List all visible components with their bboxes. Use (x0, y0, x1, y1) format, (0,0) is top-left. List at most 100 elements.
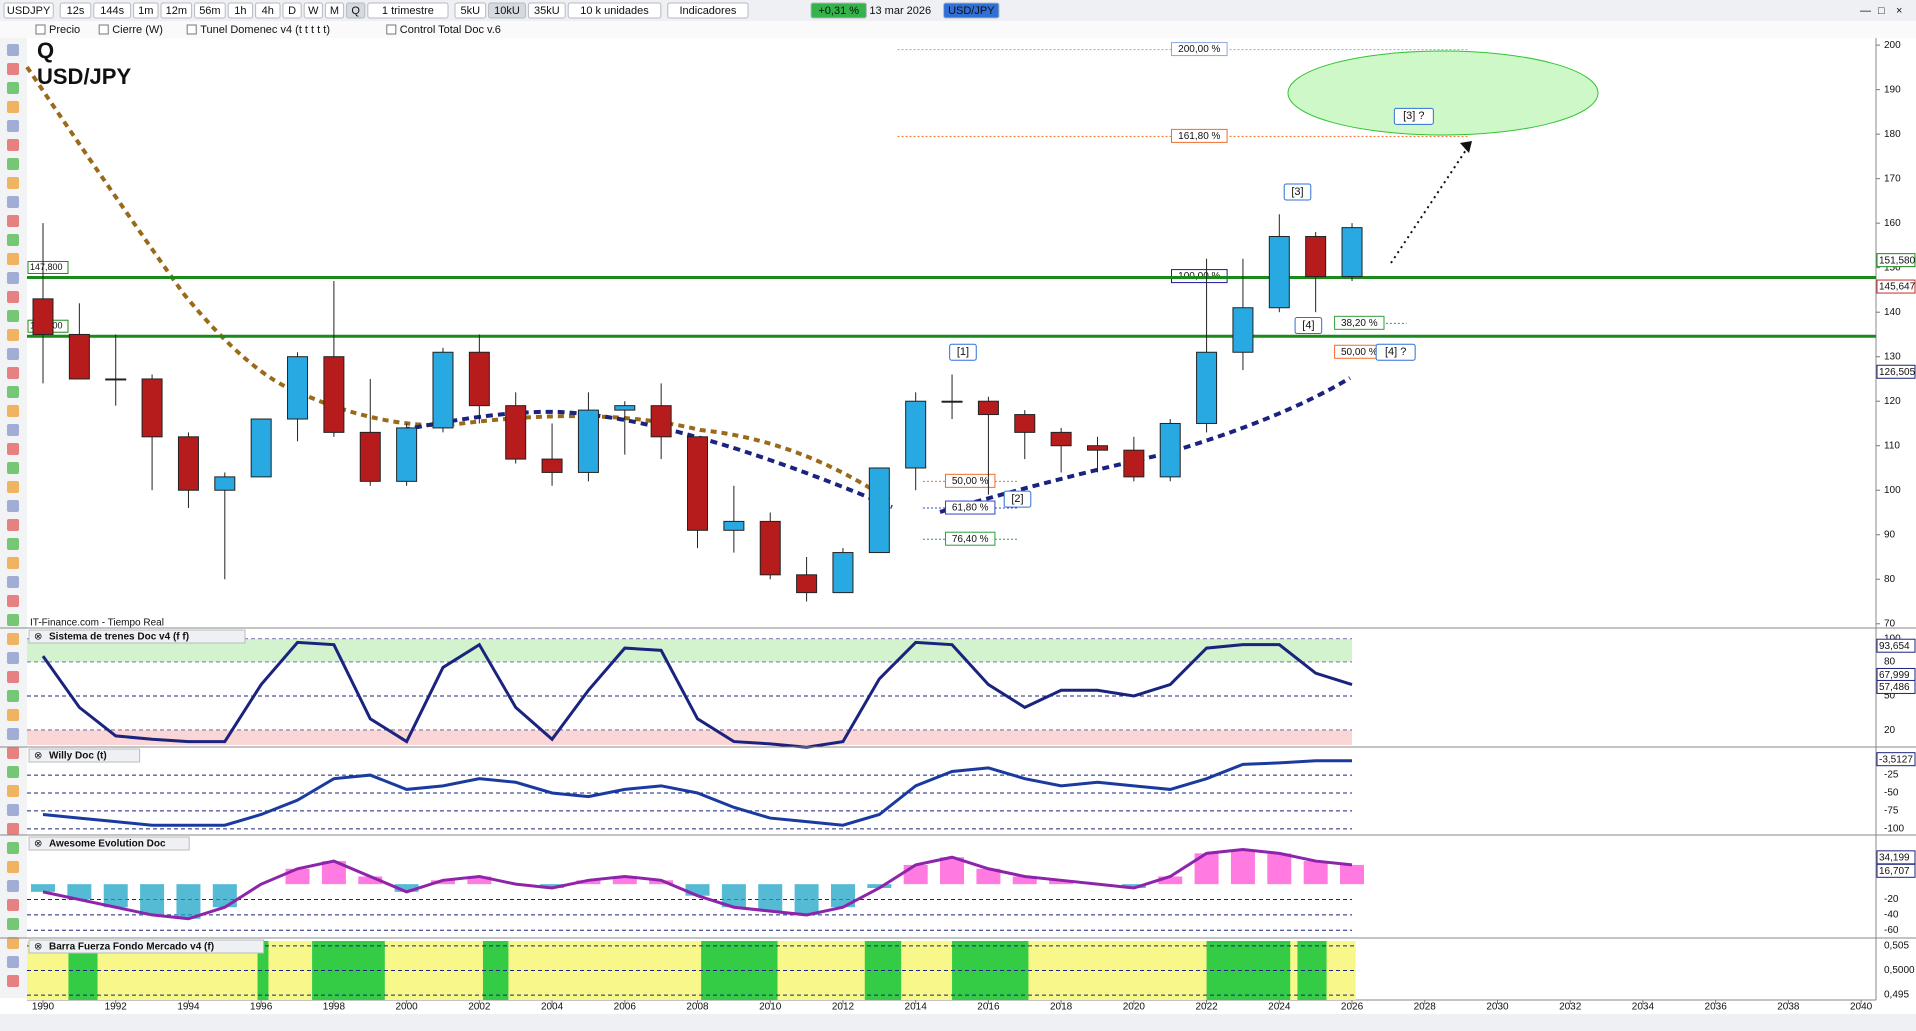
toolbar-button-label[interactable]: 10kU (494, 5, 520, 17)
legend-entry[interactable]: Control Total Doc v.6 (400, 24, 501, 36)
tool-icon[interactable] (7, 405, 19, 417)
tool-icon[interactable] (7, 804, 19, 816)
toolbar-button[interactable] (282, 2, 302, 19)
toolbar-button[interactable] (324, 2, 345, 19)
toolbar-button[interactable] (454, 2, 487, 19)
tool-icon[interactable] (7, 937, 19, 949)
tool-icon[interactable] (7, 747, 19, 759)
tool-icon[interactable] (7, 63, 19, 75)
toolbar-button-label[interactable]: 56m (199, 5, 220, 17)
tool-icon[interactable] (7, 386, 19, 398)
tool-icon[interactable] (7, 177, 19, 189)
legend-checkbox[interactable] (98, 24, 109, 35)
toolbar-button-label[interactable]: 5kU (461, 5, 481, 17)
toolbar-button[interactable] (255, 2, 281, 19)
tool-icon[interactable] (7, 842, 19, 854)
tool-icon[interactable] (7, 538, 19, 550)
tool-icon[interactable] (7, 196, 19, 208)
tool-icon[interactable] (7, 785, 19, 797)
tool-icon[interactable] (7, 880, 19, 892)
toolbar-button[interactable] (367, 2, 449, 19)
tool-icon[interactable] (7, 899, 19, 911)
toolbar-button-label[interactable]: 12m (166, 5, 187, 17)
window-control[interactable]: □ (1878, 5, 1885, 17)
tool-icon[interactable] (7, 500, 19, 512)
tool-icon[interactable] (7, 139, 19, 151)
legend-checkbox[interactable] (386, 24, 397, 35)
legend-checkbox[interactable] (186, 24, 197, 35)
toolbar-button[interactable] (93, 2, 132, 19)
toolbar-button[interactable] (227, 2, 254, 19)
tool-icon[interactable] (7, 519, 19, 531)
toolbar-button-label[interactable]: 35kU (534, 5, 560, 17)
toolbar-button-label[interactable]: 1h (234, 5, 246, 17)
tool-icon[interactable] (7, 215, 19, 227)
tool-icon[interactable] (7, 918, 19, 930)
legend-checkbox[interactable] (35, 24, 46, 35)
toolbar-button[interactable] (667, 2, 749, 19)
toolbar-button-label[interactable]: 10 k unidades (580, 5, 649, 17)
tool-icon[interactable] (7, 576, 19, 588)
tool-icon[interactable] (7, 823, 19, 835)
tool-icon[interactable] (7, 462, 19, 474)
legend-entry[interactable]: Cierre (W) (112, 24, 163, 36)
toolbar-button[interactable] (488, 2, 526, 19)
tool-icon[interactable] (7, 614, 19, 626)
tool-icon[interactable] (7, 367, 19, 379)
toolbar-button[interactable] (810, 2, 867, 19)
tool-icon[interactable] (7, 82, 19, 94)
tool-icon[interactable] (7, 728, 19, 740)
tool-icon[interactable] (7, 120, 19, 132)
panel-close[interactable]: ⊗ (34, 839, 42, 850)
toolbar-button-label[interactable]: Q (351, 5, 360, 17)
tool-icon[interactable] (7, 595, 19, 607)
window-control[interactable]: — (1860, 5, 1871, 17)
toolbar-button[interactable] (194, 2, 226, 19)
tool-icon[interactable] (7, 633, 19, 645)
tool-icon[interactable] (7, 234, 19, 246)
tool-icon[interactable] (7, 481, 19, 493)
tool-icon[interactable] (7, 671, 19, 683)
toolbar-button-label[interactable]: USD/JPY (948, 5, 995, 17)
toolbar-button-label[interactable]: 144s (100, 5, 124, 17)
toolbar-button[interactable] (527, 2, 566, 19)
tool-icon[interactable] (7, 329, 19, 341)
toolbar-button-label[interactable]: D (288, 5, 296, 17)
tool-icon[interactable] (7, 557, 19, 569)
toolbar-button[interactable] (3, 2, 54, 19)
tool-icon[interactable] (7, 443, 19, 455)
tool-icon[interactable] (7, 348, 19, 360)
toolbar-button[interactable] (567, 2, 662, 19)
legend-entry[interactable]: Precio (49, 24, 80, 36)
toolbar-button-label[interactable]: 12s (67, 5, 85, 17)
toolbar-button-label[interactable]: W (308, 5, 319, 17)
toolbar-button[interactable] (160, 2, 193, 19)
tool-icon[interactable] (7, 272, 19, 284)
tool-icon[interactable] (7, 101, 19, 113)
tool-icon[interactable] (7, 44, 19, 56)
legend-entry[interactable]: Tunel Domenec v4 (t t t t t) (200, 24, 330, 36)
tool-icon[interactable] (7, 956, 19, 968)
toolbar-button-label[interactable]: +0,31 % (818, 5, 859, 17)
tool-icon[interactable] (7, 424, 19, 436)
tool-icon[interactable] (7, 861, 19, 873)
tool-icon[interactable] (7, 310, 19, 322)
tool-icon[interactable] (7, 158, 19, 170)
tool-icon[interactable] (7, 652, 19, 664)
panel-close[interactable]: ⊗ (34, 751, 42, 762)
panel-close[interactable]: ⊗ (34, 632, 42, 643)
toolbar-button-label[interactable]: USDJPY (7, 5, 51, 17)
toolbar-button-label[interactable]: 1m (138, 5, 153, 17)
toolbar-button[interactable] (59, 2, 92, 19)
tool-icon[interactable] (7, 253, 19, 265)
toolbar-button-label[interactable]: 4h (262, 5, 274, 17)
toolbar-button[interactable] (133, 2, 159, 19)
toolbar-button[interactable] (943, 2, 1000, 19)
window-control[interactable]: × (1896, 5, 1902, 17)
panel-close[interactable]: ⊗ (34, 942, 42, 953)
toolbar-button[interactable] (303, 2, 323, 19)
tool-icon[interactable] (7, 709, 19, 721)
scrollbar[interactable] (0, 1014, 1916, 1031)
toolbar-button[interactable] (346, 2, 366, 19)
tool-icon[interactable] (7, 690, 19, 702)
